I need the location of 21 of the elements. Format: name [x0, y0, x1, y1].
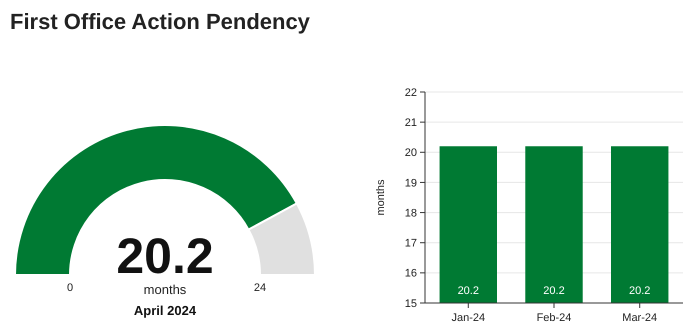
text: 24 — [254, 282, 266, 294]
data-label: 20.2 — [543, 285, 565, 297]
chart-title: First Office Action Pendency — [10, 9, 311, 34]
data-label: 20.2 — [116, 228, 214, 284]
text: months — [144, 282, 187, 297]
y-tick-label: 15 — [404, 298, 417, 310]
data-label: 20.2 — [629, 285, 650, 297]
y-tick-label: 16 — [404, 268, 417, 280]
x-tick-label: Feb-24 — [536, 312, 572, 324]
y-tick-label: 20 — [404, 147, 417, 160]
y-tick-label: 21 — [404, 116, 417, 129]
y-tick-label: 18 — [404, 207, 417, 220]
y-tick-label: 17 — [404, 238, 417, 250]
data-label: 20.2 — [458, 285, 479, 297]
y-tick-label: 22 — [404, 86, 417, 99]
y-tick-label: 19 — [404, 177, 417, 190]
x-tick-label: Jan-24 — [451, 312, 486, 324]
y-axis-title: months — [375, 178, 387, 216]
x-tick-label: Mar-24 — [622, 312, 658, 324]
text: April 2024 — [134, 303, 197, 318]
text: 0 — [66, 282, 74, 294]
